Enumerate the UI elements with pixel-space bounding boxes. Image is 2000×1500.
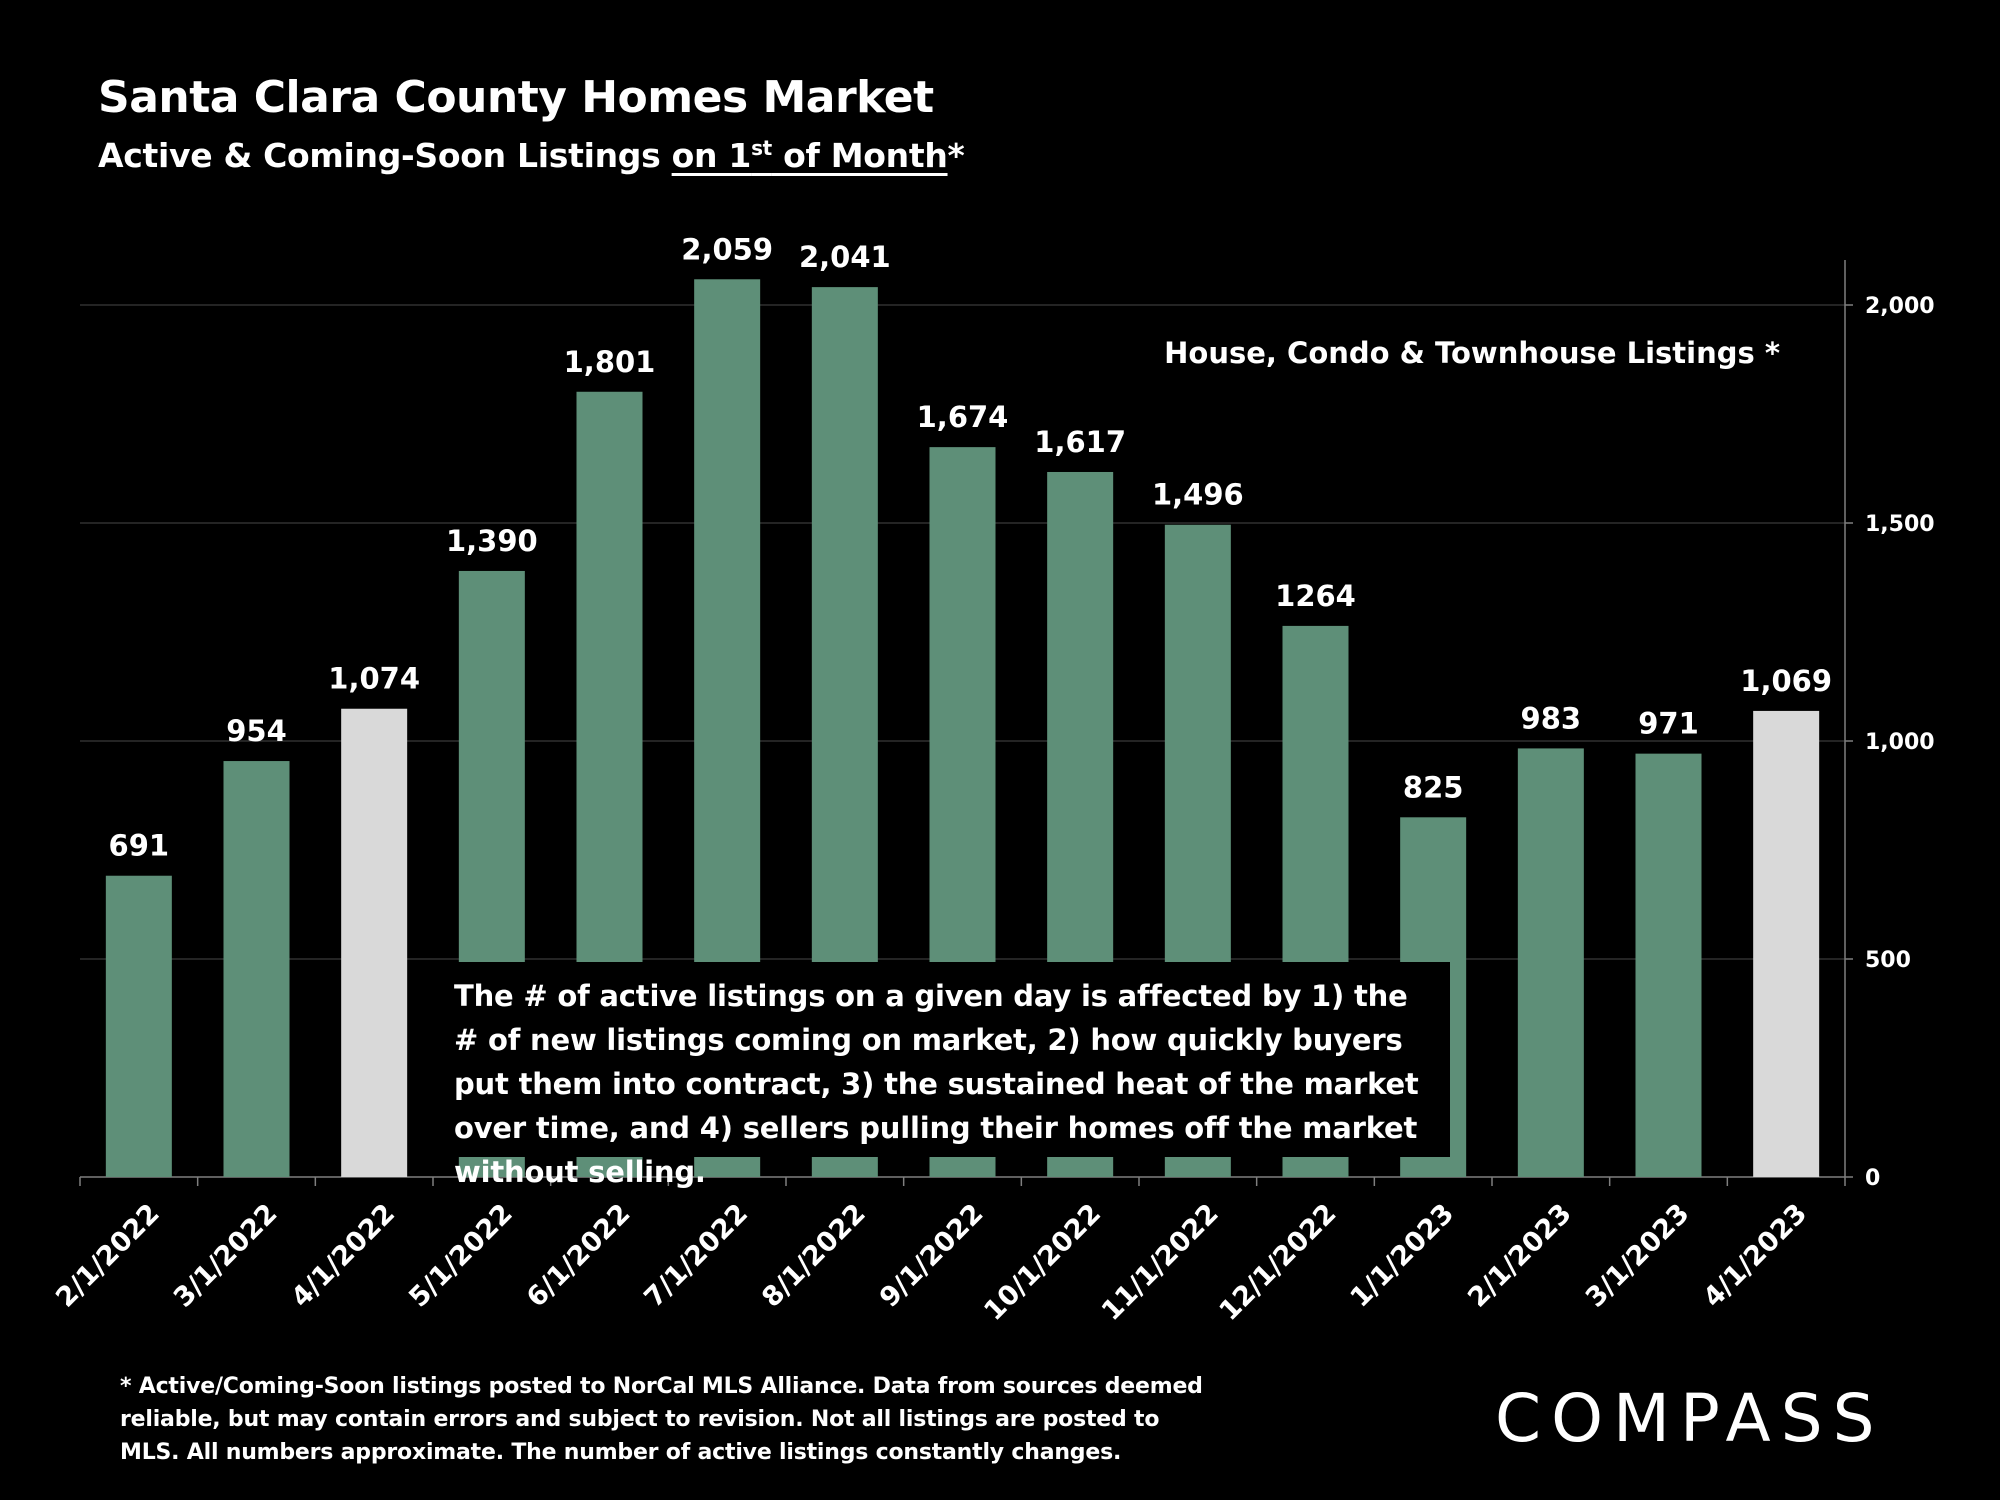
data-label: 691 [109,829,170,863]
chart-subtitle: Active & Coming-Soon Listings on 1st of … [98,136,965,175]
bar [1517,748,1584,1177]
x-tick-label: 3/1/2023 [1580,1198,1696,1314]
data-label: 1264 [1275,579,1356,613]
footnote: * Active/Coming-Soon listings posted to … [120,1374,1203,1465]
bar [223,761,290,1177]
subtitle-prefix: Active & Coming-Soon Listings [98,136,672,175]
y-tick-label: 1,500 [1865,512,1935,537]
x-tick-label: 5/1/2022 [403,1198,519,1314]
y-tick-label: 0 [1865,1166,1880,1191]
data-label: 983 [1521,701,1582,735]
data-label: 1,069 [1740,664,1832,698]
x-tick-label: 7/1/2022 [639,1198,755,1314]
x-tick-label: 11/1/2022 [1096,1198,1225,1327]
x-tick-label: 6/1/2022 [521,1198,637,1314]
data-label: 1,390 [446,524,538,558]
x-tick-label: 12/1/2022 [1214,1198,1343,1327]
bar [341,708,408,1177]
compass-logo: COMPASS [1495,1380,1885,1457]
x-tick-label: 10/1/2022 [978,1198,1107,1327]
data-label: 825 [1403,770,1464,804]
y-tick-label: 2,000 [1865,294,1935,319]
data-label: 1,496 [1152,478,1244,512]
subtitle-underlined-b: of Month [771,136,948,175]
data-label: 1,617 [1034,425,1126,459]
x-tick-label: 9/1/2022 [874,1198,990,1314]
data-label: 2,059 [681,232,773,266]
series-label: House, Condo & Townhouse Listings * [1164,336,1780,370]
x-tick-label: 4/1/2023 [1698,1198,1814,1314]
subtitle-suffix: * [947,136,965,175]
x-tick-label: 2/1/2022 [50,1198,166,1314]
subtitle-underlined-a: on 1 [671,136,752,175]
data-label: 1,074 [328,662,420,696]
bar [1753,710,1820,1177]
data-label: 2,041 [799,240,891,274]
x-tick-label: 8/1/2022 [756,1198,872,1314]
data-label: 1,674 [917,400,1009,434]
data-label: 954 [226,714,287,748]
data-label: 971 [1638,707,1699,741]
x-tick-label: 4/1/2022 [286,1198,402,1314]
bar [1635,753,1702,1177]
subtitle-underlined: on 1st of Month [672,136,948,175]
chart-title: Santa Clara County Homes Market [98,72,934,123]
y-tick-label: 1,000 [1865,730,1935,755]
x-tick-label: 1/1/2023 [1345,1198,1461,1314]
y-tick-label: 500 [1865,948,1911,973]
x-tick-label: 3/1/2022 [168,1198,284,1314]
annotation-box: The # of active listings on a given day … [440,962,1450,1189]
x-tick-label: 2/1/2023 [1462,1198,1578,1314]
data-label: 1,801 [564,345,656,379]
bar [105,875,172,1177]
subtitle-superscript: st [751,136,772,160]
